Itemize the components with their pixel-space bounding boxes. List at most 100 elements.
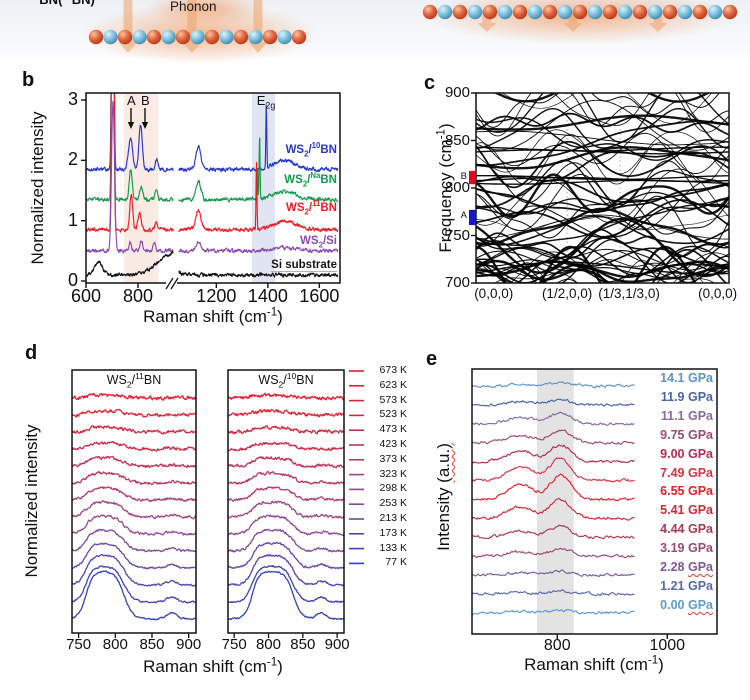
- panel-e-y-axis-title: Intensity (a.u.): [434, 443, 454, 551]
- panel-d-legend-label: 423 K: [379, 438, 407, 450]
- panel-e-series-label: 5.41 GPa: [600, 504, 713, 517]
- label-part: Raman shift (cm: [143, 657, 267, 676]
- pressure-value: 7.49: [660, 465, 688, 480]
- panel-c-y-tick: 700: [444, 274, 470, 291]
- panel-e-series-label: 3.19 GPa: [600, 542, 713, 555]
- pressure-value: 14.1: [660, 371, 688, 385]
- pressure-unit: GPa: [687, 446, 713, 461]
- panel-d-legend-label: 323 K: [379, 467, 407, 480]
- panel-b-series-label: WS2/11BN: [286, 200, 337, 217]
- pressure-unit: GPa: [687, 597, 713, 612]
- panel-b-y-axis-title: Normalized intensity: [28, 111, 48, 265]
- label-part: WS: [300, 235, 319, 247]
- pressure-value: 9.75: [660, 427, 688, 442]
- panel-letter-c: c: [424, 72, 436, 94]
- label-part: WS: [106, 373, 127, 387]
- label-part: ): [277, 657, 283, 676]
- label-part: BN(: [39, 0, 62, 7]
- panel-d-x-tick: 900: [324, 636, 350, 653]
- panel-b-x-tick: 1200: [196, 286, 237, 306]
- label-part: BN: [320, 174, 337, 186]
- panel-d-x-tick: 800: [102, 636, 128, 653]
- label-part: 2: [278, 379, 284, 390]
- label-part: -1: [647, 654, 659, 667]
- panel-b-y-tick: 2: [67, 149, 78, 170]
- panel-e-x-tick: 800: [543, 637, 571, 654]
- label-part: 2: [126, 379, 132, 390]
- pressure-value: 0.00: [660, 597, 688, 612]
- pressure-unit: GPa: [687, 427, 713, 442]
- panel-e-series-label: 0.00 GPa: [600, 597, 713, 612]
- panel-c-bands: [476, 93, 729, 283]
- label-part: BN: [143, 373, 162, 387]
- panel-c-marker-label: B: [460, 170, 467, 182]
- panel-b-x-tick: 1600: [299, 286, 340, 306]
- pressure-value: 1.21: [660, 578, 688, 593]
- panel-d-curves: [72, 392, 196, 621]
- panel-d-subpanel-title: WS2/11BN: [106, 372, 162, 390]
- panel-d-legend-label: 623 K: [379, 378, 407, 391]
- panel-d-legend-label: 77 K: [385, 556, 407, 569]
- panel-a-corner-label: NaBN(11BN): [28, 0, 95, 7]
- panel-c-marker-label: A: [460, 209, 467, 221]
- label-part: ): [658, 655, 664, 674]
- panel-b-series-label: Si substrate: [271, 259, 337, 273]
- pressure-value: 4.44: [660, 522, 688, 537]
- panel-e-series-label: 6.55 GPa: [600, 485, 713, 498]
- panel-d-legend-label: 213 K: [379, 512, 407, 524]
- pressure-value: 5.41: [660, 503, 688, 518]
- panel-d-legend-label: 573 K: [379, 393, 407, 406]
- label-part: BN): [72, 0, 95, 7]
- panel-c-y-tick: 900: [444, 84, 470, 101]
- pressure-value: 11.9: [660, 389, 688, 404]
- panel-e-series-label: 4.44 GPa: [600, 523, 713, 536]
- panel-d-legend-label: 673 K: [379, 364, 407, 376]
- pressure-value: 11.1: [660, 408, 688, 423]
- label-part: 2: [302, 179, 308, 189]
- panel-d-subpanel-title: WS2/10BN: [258, 372, 313, 390]
- label-part: 2: [318, 240, 323, 250]
- panel-e-series-label: 11.1 GPa: [600, 408, 713, 423]
- panel-d-x-tick: 900: [176, 636, 202, 653]
- e-ylabel-au: (a.u.): [434, 443, 454, 483]
- label-part: /: [283, 373, 287, 387]
- label-part: BN: [320, 144, 337, 156]
- panel-b-y-tick: 1: [67, 209, 78, 230]
- pressure-unit: GPa: [687, 484, 713, 499]
- panel-a-phonon-label: Phonon: [170, 0, 217, 14]
- label-part: 2g: [265, 100, 276, 111]
- panel-e-series-label: 9.75 GPa: [600, 427, 713, 442]
- label-part: WS: [286, 202, 305, 214]
- panel-b-annotation-e2g: E2g: [257, 94, 276, 111]
- pressure-unit: GPa: [687, 465, 713, 480]
- label-part: 11: [62, 0, 71, 1]
- pressure-unit: GPa: [687, 371, 713, 385]
- panel-d-legend-label: 523 K: [379, 408, 407, 421]
- panel-c-y-tick: 750: [444, 226, 470, 244]
- pressure-value: 9.00: [660, 446, 688, 461]
- panel-b-y-tick: 3: [67, 89, 78, 109]
- panel-b-y-tick: 0: [67, 270, 78, 290]
- label-part: 2: [304, 207, 309, 217]
- label-part: /: [307, 174, 311, 186]
- pressure-unit: GPa: [687, 578, 713, 593]
- pressure-value: 2.28: [660, 560, 688, 574]
- panel-e-x-axis-title: Raman shift (cm-1): [524, 654, 664, 674]
- panel-d-x-tick: 750: [221, 636, 247, 653]
- panel-letter-d: d: [25, 342, 38, 364]
- panel-c-y-tick: 800: [444, 179, 470, 196]
- pressure-value: 3.19: [660, 541, 688, 556]
- label-part: WS: [258, 373, 279, 387]
- panel-b-annotation-a: A: [127, 93, 136, 108]
- panel-a-remnant: NaBN(11BN): [0, 0, 750, 57]
- pressure-unit: GPa: [687, 389, 713, 404]
- label-part: -1: [266, 306, 278, 319]
- panel-c-x-tick: (0,0,0): [698, 286, 738, 301]
- label-part: ): [277, 307, 283, 326]
- panel-d-x-tick: 850: [139, 636, 165, 653]
- label-part: -1: [266, 656, 278, 669]
- panel-b-x-tick: 600: [70, 286, 102, 306]
- panel-d-x-tick: 800: [255, 636, 281, 653]
- panel-d-y-axis-title: Normalized intensity: [22, 424, 42, 578]
